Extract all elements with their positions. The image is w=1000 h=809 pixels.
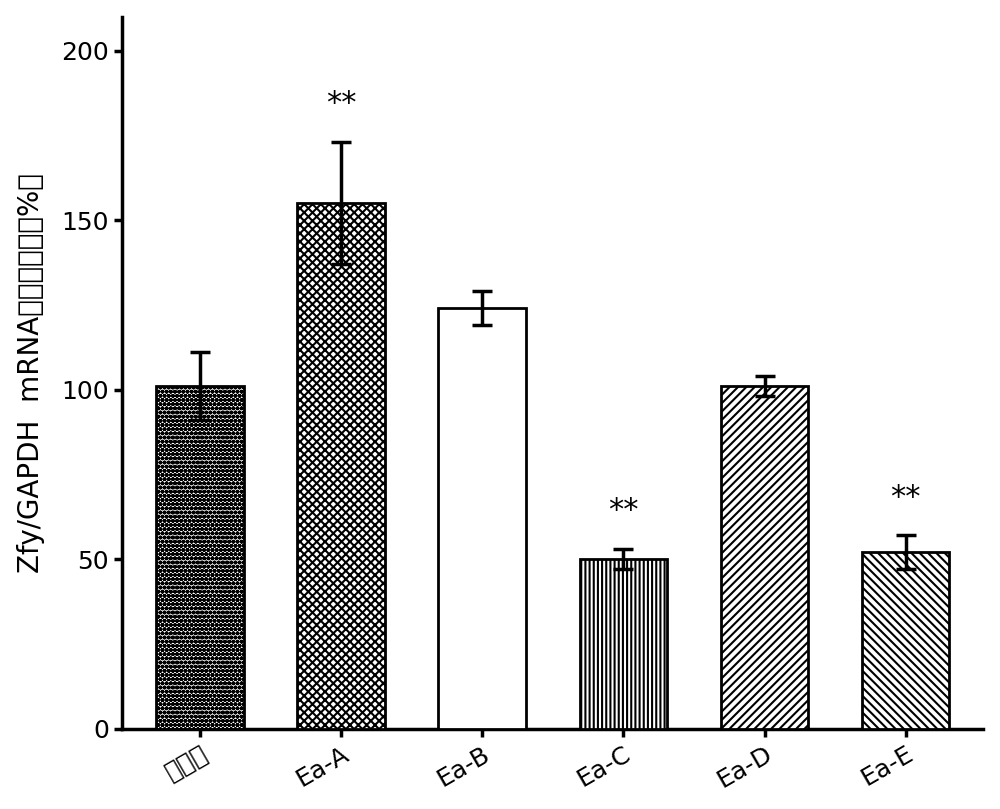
Text: **: ** bbox=[326, 89, 356, 118]
Bar bbox=[862, 553, 949, 729]
Bar bbox=[721, 386, 808, 729]
Y-axis label: Zfy/GAPDH  mRNA相对表达量（%）: Zfy/GAPDH mRNA相对表达量（%） bbox=[17, 172, 45, 573]
Bar bbox=[297, 203, 385, 729]
Text: **: ** bbox=[608, 496, 639, 525]
Bar bbox=[438, 308, 526, 729]
Bar bbox=[580, 559, 667, 729]
Text: **: ** bbox=[890, 483, 921, 511]
Bar bbox=[156, 386, 244, 729]
